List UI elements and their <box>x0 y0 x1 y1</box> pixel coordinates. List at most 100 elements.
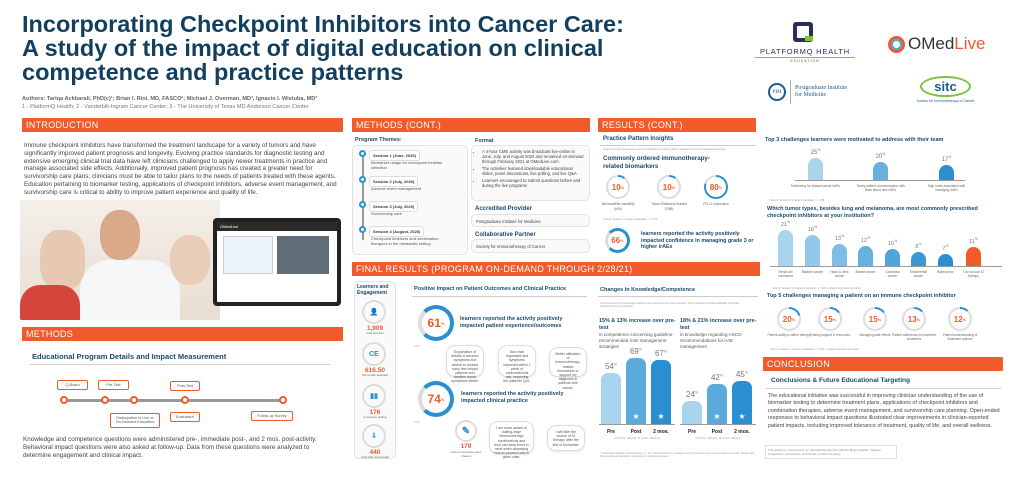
bar-chart-icon: ▮▮ <box>362 384 386 408</box>
timeline-step: Q-Board <box>57 380 88 391</box>
bar-label: Monitoring for delayed-onset irAEs <box>791 184 840 188</box>
bar-value: 54% <box>604 361 618 371</box>
conclusion-header: CONCLUSION <box>763 357 1003 371</box>
challenge-label: Finding support & resources <box>810 333 850 337</box>
engagement-label: total learners <box>366 331 384 335</box>
format-item: A 4-hour CME activity was broadcast live… <box>482 149 585 164</box>
bar-value: 42% <box>710 373 724 383</box>
format-panel: A 4-hour CME activity was broadcast live… <box>471 145 590 201</box>
download-icon: ⇩ <box>362 424 386 448</box>
sitc-logo: sitc Society for Immunotherapy of Cancer <box>908 76 983 103</box>
laptop-screen: OMedLive <box>213 218 341 306</box>
timeline-step: Follow-up Survey <box>251 411 293 422</box>
bar-value: 12% <box>860 235 871 244</box>
category-label: Pre <box>606 429 616 435</box>
bar-label: Colorectal cancer <box>885 270 900 278</box>
bar <box>885 249 900 266</box>
percent-ring: 13% <box>902 307 926 331</box>
biomarker-label: Tumor Mutational Burden (TMB) <box>651 202 687 211</box>
screen-logo: OMedLive <box>217 222 337 231</box>
bar-value: 20% <box>875 152 886 160</box>
significance-star-icon: ★ <box>713 412 721 421</box>
bar-label: Renal cell carcinoma <box>778 270 793 278</box>
challenge-label: Patient understanding of treatment optio… <box>942 333 978 341</box>
percent-ring: 20% <box>777 307 801 331</box>
percent-ring: 15% <box>818 307 842 331</box>
methods-header: METHODS <box>22 327 343 341</box>
biomarker-source: Source: Session 1 program evaluation, n … <box>603 218 658 221</box>
category-label: Post <box>630 429 642 435</box>
authors: Authors: Tariqa Ackbarali, PhD(c)¹; Bria… <box>22 96 318 102</box>
user-icon: 👤 <box>362 300 386 324</box>
bar-label: Head & neck cancer <box>830 270 849 278</box>
bar <box>832 243 847 266</box>
results-cont-header: RESULTS (CONT.) <box>598 118 756 132</box>
biomarker-label: Microsatellite instability (MSI) <box>601 202 635 211</box>
percent-ring: 15% <box>863 307 887 331</box>
category-label: 2 mos. <box>734 429 750 435</box>
challenge-label: Managing side effects <box>859 333 891 337</box>
significance-star-icon: ★ <box>632 412 640 421</box>
quote-bubble: Skin rash regressed and symptoms improve… <box>498 345 536 383</box>
bar-value: 13% <box>834 233 845 242</box>
bar-label: Timely patient communication with team a… <box>856 184 905 192</box>
bar <box>808 157 823 180</box>
quote-bubble: I will alter the choice of IO therapy af… <box>547 425 585 451</box>
affiliations: 1 - PlatformQ Health; 2 - Vanderbilt-Ing… <box>22 104 309 110</box>
percent-ring: 10% <box>657 175 681 199</box>
top5-title: Top 5 challenges managing a patient on a… <box>767 293 956 299</box>
bar-label: High costs associated with managing irAE… <box>927 184 966 192</box>
ring-value: 13 <box>907 314 917 324</box>
ring-value: 80 <box>709 182 719 192</box>
doctor-patient-photo <box>20 200 220 320</box>
ring-value: 20 <box>782 314 792 324</box>
bar-value: 10% <box>887 239 898 247</box>
engagement-label: in-session polling <box>363 415 387 419</box>
engagement-title: Learners and Engagement <box>357 284 389 296</box>
poster-title: Incorporating Checkpoint Inhibitors into… <box>22 12 702 84</box>
methods-subheading: Educational Program Details and Impact M… <box>32 352 227 361</box>
group-desc: in competence concerning guideline-recom… <box>599 332 674 349</box>
bar-value: 24% <box>685 390 699 400</box>
impact-ring-1: 61% <box>418 305 454 341</box>
pim-logo: PIM Postgraduate Institute for Medicine <box>768 80 847 104</box>
program-themes-title: Program Themes: <box>355 137 402 143</box>
bar <box>858 245 873 266</box>
timeline-step: Participation in Live or On-Demand Educa… <box>110 413 160 428</box>
methods-text: Knowledge and competence questions were … <box>23 436 317 459</box>
omedlive-logo: OMed Live <box>888 34 985 54</box>
ring-value: 10 <box>662 182 672 192</box>
partner-value: Society for Immunotherapy of Cancer <box>471 239 590 253</box>
group-n: n=234 pre; 196 post; 45; 2 mos. follow-u… <box>613 437 661 440</box>
group-n: n=234 pre; 196 post; 45; 2 mos. follow-u… <box>694 437 742 440</box>
biomarkers-title: Commonly ordered immunotherapy-related b… <box>603 155 710 170</box>
ce-icon: CE <box>362 342 386 366</box>
impact-title: Positive Impact on Patient Outcomes and … <box>414 286 567 292</box>
platformq-logo: PLATFORMQ HEALTH EDUCATION <box>755 22 855 64</box>
impact-text-2: learners reported the activity positivel… <box>461 391 564 404</box>
engagement-value: 616.50 <box>365 367 385 374</box>
conclusion-text: The educational initiative was successfu… <box>768 393 1000 429</box>
timeline-step: Post-Test <box>170 381 200 392</box>
tumor-title: Which tumor types, besides lung and mela… <box>767 206 978 219</box>
bar <box>938 254 953 266</box>
engagement-value: 176 <box>369 409 381 416</box>
format-item: The activities featured downloadable edu… <box>482 166 585 176</box>
title-line: Incorporating Checkpoint Inhibitors into… <box>22 11 624 37</box>
conclusion-subheading: Conclusions & Future Educational Targeti… <box>771 377 911 384</box>
quote-bubble: Explanation of details of adverse sympto… <box>446 345 484 383</box>
knowledge-bar <box>682 401 702 424</box>
divider <box>30 364 330 365</box>
knowledge-bar <box>626 358 646 424</box>
knowledge-footnote: * statistically significant improvements… <box>600 452 755 459</box>
impact-n-1: n=37 <box>414 345 420 348</box>
tumor-source: Source: Session 1 program evaluation, n … <box>772 287 861 290</box>
bar-label: Bladder cancer <box>801 270 824 274</box>
baseline <box>795 180 965 181</box>
introduction-header: INTRODUCTION <box>22 118 343 132</box>
bar-value: 67% <box>654 349 668 359</box>
format-title: Format <box>475 138 494 144</box>
ring-value: 15 <box>868 314 878 324</box>
grant-note: This activity is supported by an educati… <box>765 445 897 459</box>
provider-value: Postgraduate Institute for Medicine <box>471 214 590 227</box>
